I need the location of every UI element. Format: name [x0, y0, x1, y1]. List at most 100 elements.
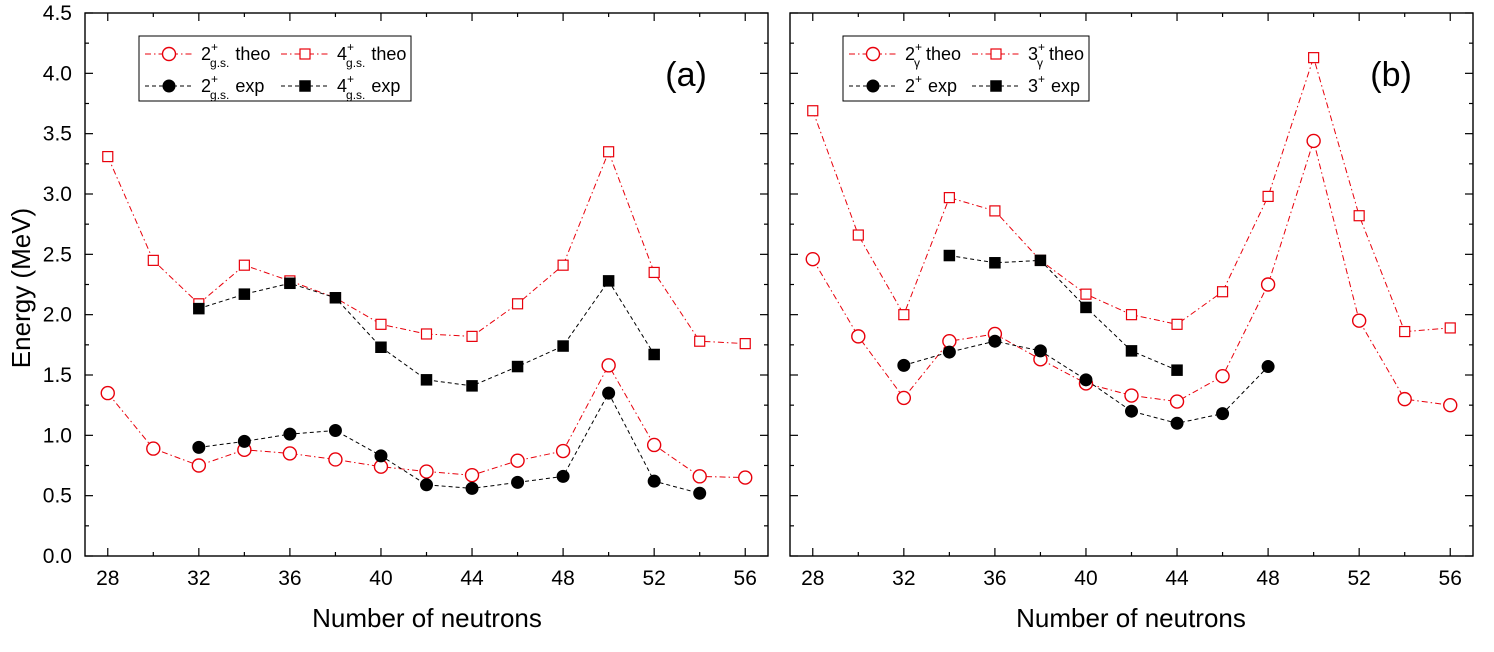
data-point — [1215, 369, 1230, 384]
data-point — [420, 374, 433, 386]
data-point — [738, 470, 753, 485]
y-tick-label: 2.5 — [43, 243, 72, 266]
data-point — [1306, 133, 1321, 149]
data-point — [556, 469, 570, 483]
data-point — [693, 486, 707, 500]
legend-label: 3+ γ theo — [1028, 40, 1084, 70]
data-point — [192, 440, 206, 454]
data-point — [1124, 388, 1139, 403]
data-point — [282, 446, 298, 461]
data-point — [420, 328, 433, 340]
y-tick-label: 1.0 — [43, 424, 72, 447]
data-point — [648, 266, 660, 279]
x-tick-label: 52 — [642, 567, 665, 590]
x-axis-title-a: Number of neutrons — [312, 603, 542, 633]
x-tick-label: 52 — [1347, 567, 1370, 590]
y-tick-label: 0.5 — [43, 485, 72, 508]
x-tick-label: 40 — [369, 567, 392, 590]
data-point — [896, 390, 912, 406]
data-point — [146, 441, 161, 456]
data-point — [603, 146, 615, 158]
data-point — [1171, 364, 1183, 376]
x-tick-label: 56 — [734, 567, 757, 590]
series-line — [949, 255, 1178, 371]
data-point — [1260, 277, 1276, 292]
data-point — [557, 340, 569, 352]
series-line — [107, 150, 746, 345]
series-line — [198, 392, 700, 494]
data-point — [420, 478, 433, 492]
data-point — [464, 467, 480, 483]
x-tick-label: 28 — [96, 567, 119, 590]
legend-marker — [299, 48, 311, 60]
legend-label: 3+ exp — [1028, 72, 1080, 96]
data-point — [1443, 397, 1458, 413]
data-point — [1399, 325, 1411, 338]
legend-box — [138, 35, 412, 102]
data-point — [942, 345, 956, 359]
x-tick-label: 32 — [187, 567, 210, 590]
legend-marker — [990, 48, 1002, 60]
data-point — [237, 434, 251, 448]
y-axis-title: Energy (MeV) — [6, 208, 36, 368]
legend-marker — [162, 79, 176, 93]
data-point — [510, 453, 525, 468]
data-point — [601, 358, 616, 373]
data-point — [284, 277, 296, 290]
data-point — [694, 335, 706, 347]
legend-label: 2+ g.s. exp — [201, 72, 264, 102]
data-point — [648, 348, 660, 361]
data-point — [989, 205, 1001, 217]
data-point — [419, 464, 434, 479]
data-point — [1169, 394, 1185, 409]
data-point — [1308, 52, 1320, 64]
data-point — [989, 257, 1001, 269]
data-point — [511, 475, 525, 489]
legend-marker — [865, 46, 881, 62]
x-tick-label: 56 — [1439, 567, 1462, 590]
data-point — [1262, 190, 1274, 203]
data-point — [1125, 309, 1138, 321]
data-point — [852, 229, 864, 241]
data-point — [851, 329, 866, 344]
y-tick-label: 4.0 — [43, 62, 72, 85]
legend-box — [842, 35, 1090, 102]
data-point — [1351, 313, 1367, 328]
data-point — [191, 458, 207, 473]
data-point — [557, 259, 569, 271]
x-tick-label: 32 — [892, 567, 915, 590]
data-point — [988, 334, 1002, 348]
series-line — [903, 340, 1269, 424]
data-point — [511, 298, 524, 310]
data-point — [1216, 407, 1230, 421]
data-point — [805, 251, 820, 267]
data-point — [328, 424, 342, 438]
data-point — [807, 105, 819, 117]
data-point — [374, 449, 388, 463]
x-axis-title-b: Number of neutrons — [1016, 603, 1246, 633]
x-tick-label: 36 — [278, 567, 301, 590]
data-point — [555, 443, 571, 459]
x-tick-label: 36 — [983, 567, 1006, 590]
legend-marker — [299, 80, 311, 92]
legend-marker — [866, 79, 880, 93]
data-point — [465, 481, 479, 495]
data-point — [147, 254, 159, 266]
data-point — [1261, 360, 1275, 374]
legend-label: 4+ g.s. exp — [337, 72, 400, 102]
y-tick-label: 3.5 — [43, 123, 72, 146]
panel-b: 28 32 36 40 44 48 52 56 2+ γ theo 3+ γ theo 2+ exp 3+ exp… — [789, 12, 1474, 590]
data-point — [602, 275, 615, 287]
data-point — [1125, 404, 1138, 418]
y-tick-label: 0.0 — [43, 545, 72, 568]
data-point — [739, 338, 751, 350]
data-point — [375, 341, 387, 353]
panel-a: 28 32 36 40 44 48 52 56 0.0 0.5 1.0 1.5 2.0 2.5 3.0 3.5… — [43, 2, 769, 590]
data-point — [193, 302, 205, 315]
legend-label: 2+ exp — [905, 72, 957, 96]
x-tick-label: 44 — [1165, 567, 1189, 590]
data-point — [1079, 373, 1093, 387]
data-point — [238, 288, 251, 300]
data-point — [1080, 301, 1092, 314]
